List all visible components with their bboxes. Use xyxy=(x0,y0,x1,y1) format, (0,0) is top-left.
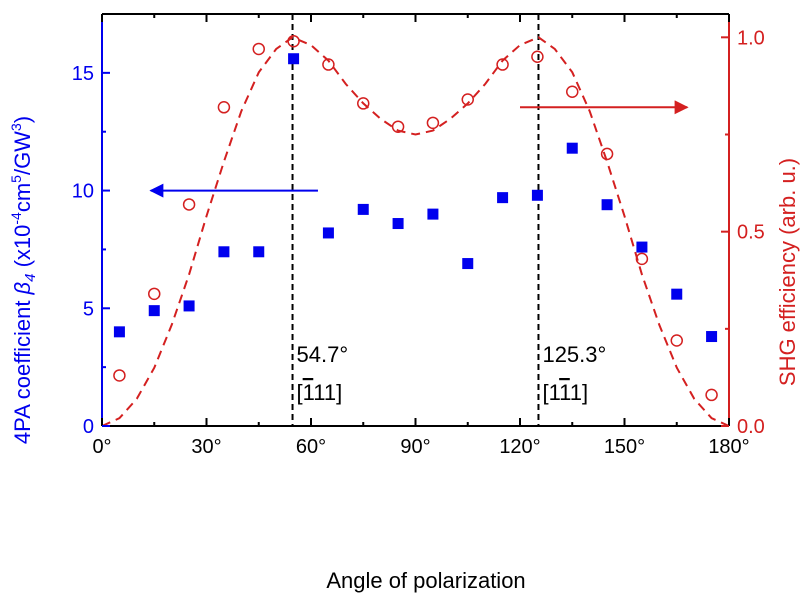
x-tick-label: 180° xyxy=(708,436,749,458)
series-layer: 54.7°[111]125.3°[111] xyxy=(101,14,730,427)
x-tick-label: 30° xyxy=(191,436,221,458)
shg-data-point xyxy=(252,42,265,56)
right-y-tick-label: 0.5 xyxy=(737,222,765,244)
left-y-label-units-mid2: /GW xyxy=(10,131,35,175)
left-y-label-symbol-sub: 4 xyxy=(22,274,39,282)
left-y-tick-label: 15 xyxy=(72,63,94,85)
x-axis-label: Angle of polarization xyxy=(326,568,525,593)
left-y-tick-label: 5 xyxy=(83,298,94,320)
fourpa-data-point xyxy=(601,199,613,211)
direction-prefix: [1 xyxy=(542,380,560,405)
shg-data-point xyxy=(113,369,126,382)
left-y-label-units-exp3: 3 xyxy=(8,123,24,131)
fourpa-data-point xyxy=(497,192,509,204)
shg-data-point xyxy=(426,116,440,130)
direction-bar-digit: 1 xyxy=(303,380,315,405)
fourpa-data-point xyxy=(636,241,648,253)
left-y-label-units-exp1: -4 xyxy=(8,212,24,225)
direction-rest: 11] xyxy=(313,380,342,405)
fourpa-data-point xyxy=(531,189,543,201)
right-y-tick-label: 0.0 xyxy=(737,416,765,438)
shg-data-point xyxy=(182,198,196,211)
reference-angle-label: 54.7° xyxy=(297,342,349,367)
fourpa-data-point xyxy=(566,142,578,154)
left-y-tick-label: 10 xyxy=(72,181,94,203)
left-y-tick-label: 0 xyxy=(83,416,94,438)
shg-data-point xyxy=(357,97,370,110)
left-y-axis-label: 4PA coefficient β4 (x10-4cm5/GW3) xyxy=(8,116,39,444)
direction-prefix: [ xyxy=(297,380,303,405)
shg-data-point xyxy=(496,58,509,71)
x-tick-label: 60° xyxy=(296,436,326,458)
fourpa-data-point xyxy=(706,331,718,343)
direction-bar-digit: 1 xyxy=(559,380,571,405)
fourpa-data-point xyxy=(392,218,404,230)
shg-data-point xyxy=(217,101,231,114)
fourpa-data-point xyxy=(253,246,265,258)
reference-direction-label: [111] xyxy=(297,380,343,405)
left-y-label-units-exp2: 5 xyxy=(8,175,24,183)
left-y-label-units-close: ) xyxy=(10,116,35,123)
shg-data-point xyxy=(287,34,300,48)
shg-data-point xyxy=(531,50,544,64)
fourpa-data-point xyxy=(218,246,230,258)
shg-fit-curve xyxy=(101,36,730,427)
shg-data-point xyxy=(461,93,474,106)
shg-data-point xyxy=(322,58,335,71)
left-y-label-symbol: β xyxy=(10,281,35,295)
shg-data-point xyxy=(670,334,683,347)
fourpa-data-point xyxy=(462,258,474,270)
fourpa-data-point xyxy=(288,53,300,65)
left-y-label-units-open: (x10 xyxy=(10,225,35,274)
left-y-label-prefix: 4PA coefficient xyxy=(10,294,35,444)
reference-direction-label: [111] xyxy=(542,380,588,405)
shg-data-point xyxy=(391,120,405,133)
shg-data-point xyxy=(705,388,718,402)
direction-rest: 1] xyxy=(570,380,588,405)
axes-layer: 0° 30° 60° 90° 120° 150° 180° 0 5 10 15 0.0 0.5 1.0 xyxy=(72,13,765,458)
right-y-tick-label: 1.0 xyxy=(737,27,765,49)
x-tick-label: 120° xyxy=(499,436,540,458)
fourpa-data-point xyxy=(183,300,195,312)
fourpa-data-point xyxy=(357,203,369,215)
right-y-axis-label: SHG efficiency (arb. u.) xyxy=(775,158,800,386)
fourpa-data-point xyxy=(322,227,334,239)
fourpa-data-point xyxy=(427,208,439,220)
fourpa-data-point xyxy=(671,288,683,300)
left-y-label-units-mid: cm xyxy=(10,183,35,212)
shg-data-point xyxy=(148,287,161,301)
x-tick-label: 0° xyxy=(92,436,111,458)
reference-angle-label: 125.3° xyxy=(542,342,606,367)
fourpa-data-point xyxy=(148,305,160,317)
fourpa-data-point xyxy=(113,326,125,338)
x-tick-label: 90° xyxy=(400,436,430,458)
x-tick-label: 150° xyxy=(604,436,645,458)
shg-data-point xyxy=(600,147,614,161)
shg-data-point xyxy=(566,85,579,98)
